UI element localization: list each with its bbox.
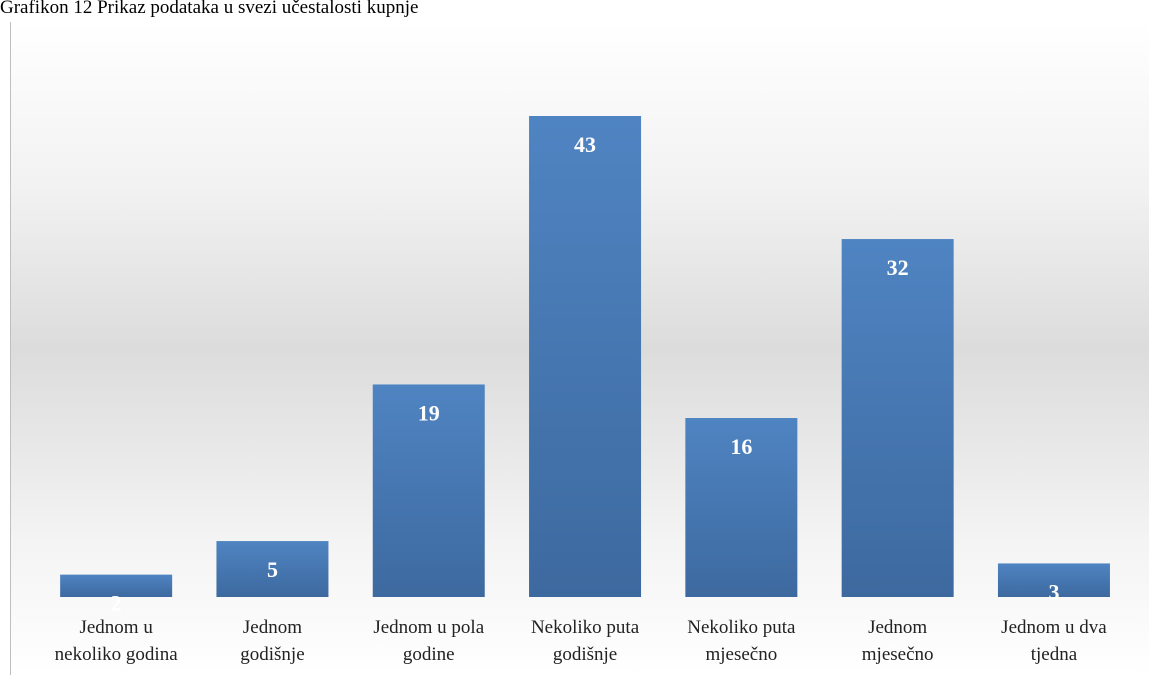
data-label: 5 (267, 557, 278, 582)
x-tick-label: Jednom u pola (373, 617, 484, 638)
bar (685, 418, 798, 597)
data-label: 32 (887, 255, 909, 280)
bar (529, 116, 642, 597)
x-tick-label: Nekoliko puta (531, 617, 640, 638)
bar (372, 384, 485, 597)
bar (841, 239, 954, 597)
data-label: 16 (730, 434, 752, 459)
x-tick-label: godine (403, 644, 455, 665)
x-tick-label: Nekoliko puta (687, 617, 796, 638)
data-label: 3 (1048, 579, 1059, 604)
x-tick-label: godišnje (240, 644, 304, 665)
x-tick-label: Jednom (868, 617, 927, 638)
data-label: 43 (574, 132, 596, 157)
x-tick-label: Jednom u (79, 617, 153, 638)
bar (216, 541, 329, 597)
x-tick-label: Jednom u dva (1001, 617, 1107, 638)
x-tick-label: mjesečno (862, 644, 934, 665)
data-label: 19 (418, 400, 440, 425)
bar (997, 563, 1110, 597)
x-tick-label: tjedna (1031, 644, 1078, 665)
x-tick-label: nekoliko godina (55, 644, 179, 665)
x-tick-label: mjesečno (705, 644, 777, 665)
chart-title: Grafikon 12 Prikaz podataka u svezi učes… (0, 0, 418, 18)
x-tick-label: Jednom (243, 617, 302, 638)
data-label: 2 (111, 591, 122, 616)
bar (60, 574, 173, 597)
x-tick-label: godišnje (553, 644, 617, 665)
